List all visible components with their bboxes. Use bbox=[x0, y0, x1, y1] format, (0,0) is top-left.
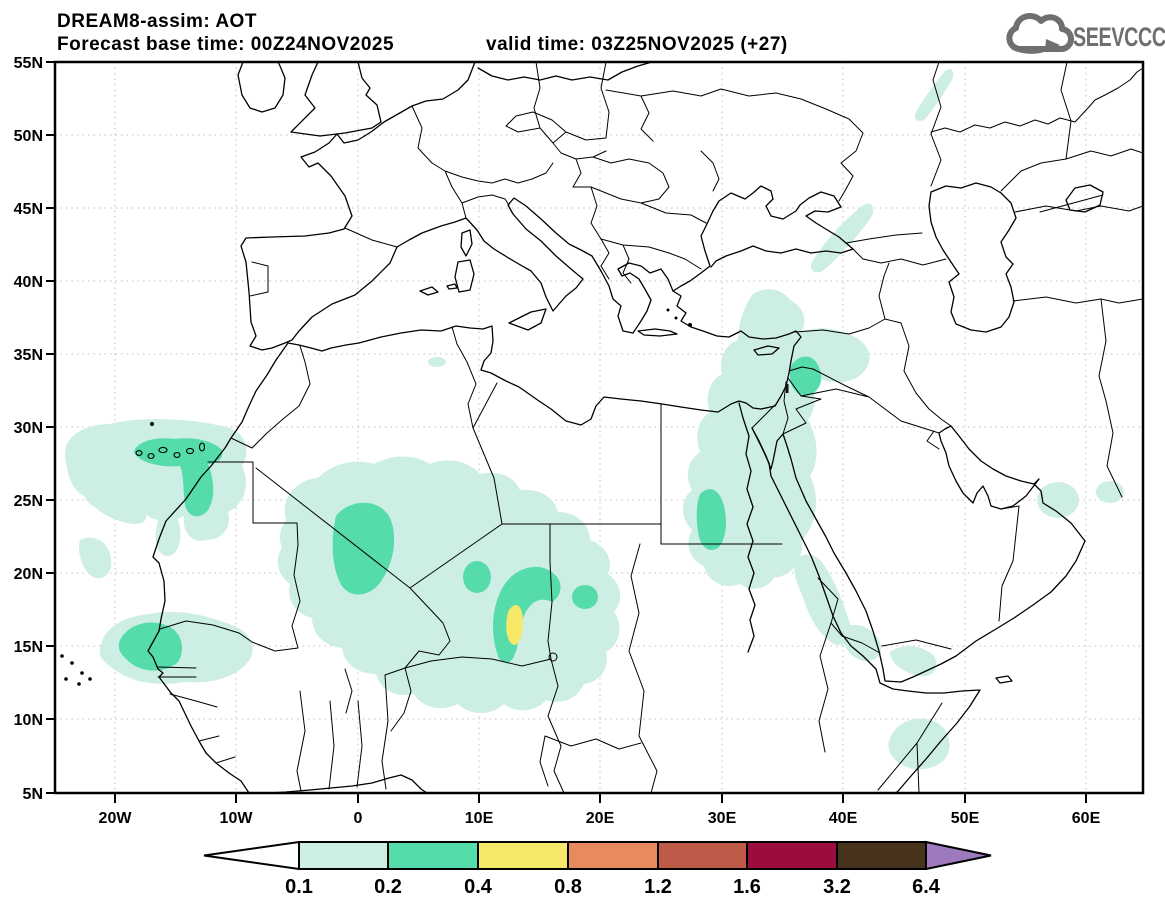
aot-level-0.1 bbox=[64, 69, 1124, 770]
lat-tick-label: 30N bbox=[14, 420, 43, 437]
canary-islands bbox=[135, 442, 206, 459]
lon-tick-label: 0 bbox=[354, 810, 363, 827]
colorbar-segment bbox=[836, 841, 927, 870]
country-borders bbox=[157, 62, 1143, 793]
lon-tick-label: 50E bbox=[951, 810, 980, 827]
forecast-base-time: Forecast base time: 00Z24NOV2025 bbox=[57, 34, 394, 55]
lat-tick-label: 5N bbox=[23, 786, 43, 803]
lon-tick-label: 10W bbox=[220, 810, 254, 827]
colorbar-level: 0.1 bbox=[285, 876, 313, 898]
colorbar: 0.1 0.2 0.4 0.8 1.2 1.6 3.2 6.4 bbox=[203, 840, 992, 898]
colorbar-level: 0.2 bbox=[374, 876, 402, 898]
lon-tick-label: 30E bbox=[708, 810, 737, 827]
lat-tick-label: 10N bbox=[14, 712, 43, 729]
seevccc-logo: SEEVCCC bbox=[1006, 13, 1165, 54]
lat-tick-label: 15N bbox=[14, 639, 43, 656]
lon-axis-labels: 20W 10W 0 10E 20E 30E 40E 50E 60E bbox=[99, 810, 1101, 827]
colorbar-under-arrow bbox=[203, 840, 300, 871]
lon-tick-label: 20E bbox=[586, 810, 615, 827]
lake-chad bbox=[548, 652, 558, 662]
colorbar-level: 6.4 bbox=[912, 876, 941, 898]
colorbar-level: 3.2 bbox=[823, 876, 851, 898]
model-title: DREAM8-assim: AOT bbox=[57, 11, 257, 32]
lat-tick-label: 55N bbox=[14, 55, 43, 72]
aot-level-0.4 bbox=[506, 605, 523, 645]
colorbar-labels: 0.1 0.2 0.4 0.8 1.2 1.6 3.2 6.4 bbox=[285, 876, 941, 898]
colorbar-segment bbox=[387, 841, 479, 870]
colorbar-level: 1.6 bbox=[733, 876, 761, 898]
lat-tick-label: 40N bbox=[14, 274, 43, 291]
dead-sea bbox=[786, 384, 789, 393]
lat-tick-label: 25N bbox=[14, 493, 43, 510]
colorbar-segment bbox=[746, 841, 838, 870]
cloud-arrow-icon bbox=[1006, 13, 1074, 54]
axis-tick-marks bbox=[46, 61, 1087, 803]
lat-axis-labels: 55N 50N 45N 40N 35N 30N 25N 20N 15N 10N … bbox=[14, 55, 43, 803]
lat-tick-label: 50N bbox=[14, 128, 43, 145]
colorbar-level: 1.2 bbox=[644, 876, 672, 898]
aot-shading bbox=[64, 69, 1124, 770]
lon-tick-label: 40E bbox=[829, 810, 858, 827]
logo-text: SEEVCCC bbox=[1073, 23, 1165, 53]
valid-time: valid time: 03Z25NOV2025 (+27) bbox=[486, 34, 788, 55]
lon-tick-label: 10E bbox=[465, 810, 494, 827]
colorbar-level: 0.4 bbox=[464, 876, 493, 898]
colorbar-segment bbox=[298, 841, 389, 870]
colorbar-level: 0.8 bbox=[554, 876, 582, 898]
cape-verde-islands bbox=[60, 308, 692, 686]
lon-tick-label: 20W bbox=[99, 810, 133, 827]
lat-tick-label: 45N bbox=[14, 201, 43, 218]
lat-tick-label: 35N bbox=[14, 347, 43, 364]
colorbar-segment bbox=[567, 841, 659, 870]
coastlines bbox=[60, 62, 1104, 793]
lat-tick-label: 20N bbox=[14, 566, 43, 583]
colorbar-over-arrow bbox=[925, 840, 992, 871]
lon-tick-label: 60E bbox=[1072, 810, 1101, 827]
colorbar-segment bbox=[657, 841, 748, 870]
colorbar-segment bbox=[477, 841, 569, 870]
